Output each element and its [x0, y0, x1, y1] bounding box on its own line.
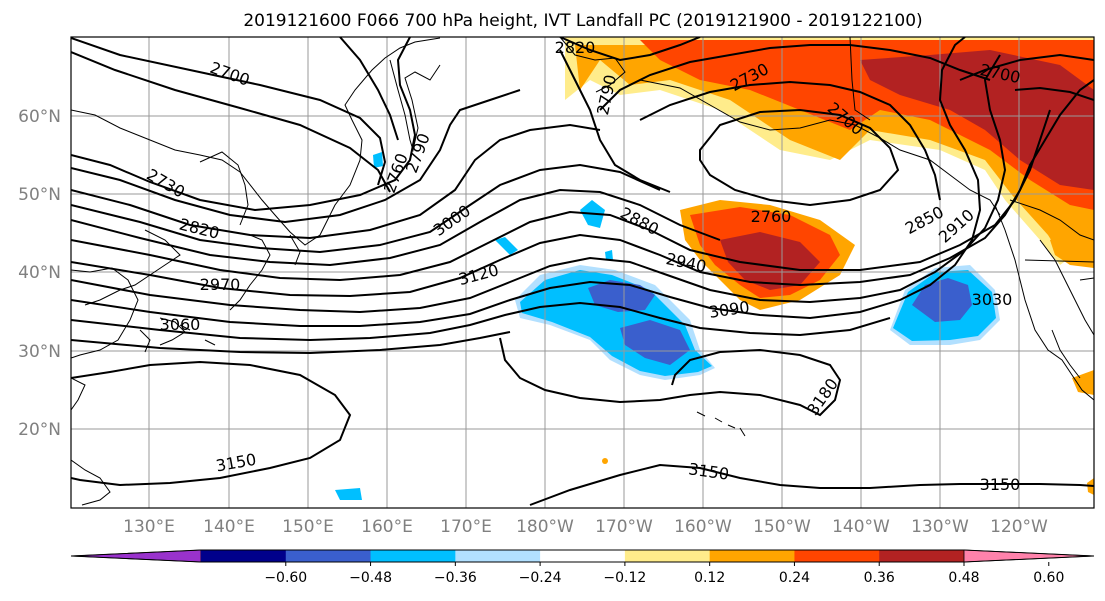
- colorbar-extend-high: [963, 549, 1095, 563]
- lat-label: 50°N: [18, 185, 61, 205]
- lon-label: 160°W: [674, 517, 732, 537]
- contour-label: 3150: [980, 475, 1021, 494]
- height-contours: [71, 37, 1094, 506]
- contour-label: 2820: [555, 38, 596, 57]
- colorbar-tick-label: 0.24: [779, 570, 810, 586]
- colorbar-segment: [794, 550, 880, 562]
- lon-label: 150°E: [282, 517, 334, 537]
- lon-label: 160°E: [361, 517, 413, 537]
- lon-label: 140°E: [203, 517, 255, 537]
- colorbar-tick-label: −0.60: [264, 570, 307, 586]
- lon-label: 170°W: [595, 517, 653, 537]
- colorbar-tick-label: 0.36: [864, 570, 895, 586]
- contour-label: 3060: [160, 315, 201, 334]
- longitude-labels: 130°E 140°E 150°E 160°E 170°E 180°W 170°…: [123, 517, 1048, 537]
- colorbar-extend-low: [70, 549, 202, 563]
- colorbar-segment: [201, 550, 287, 562]
- lat-label: 20°N: [18, 420, 61, 440]
- colorbar-outline: [70, 549, 1095, 563]
- lat-label: 40°N: [18, 263, 61, 283]
- map-frame: [70, 36, 1095, 509]
- colorbar-segment: [285, 550, 372, 562]
- contour-label: 3030: [972, 290, 1013, 309]
- lon-label: 120°W: [990, 517, 1048, 537]
- contour-label: 2970: [200, 275, 241, 294]
- lon-label: 140°W: [832, 517, 890, 537]
- colorbar: −0.60 −0.48 −0.36 −0.24 −0.12 0.12 0.24 0.36 0.4…: [70, 549, 1095, 586]
- colorbar-segment: [624, 550, 711, 562]
- lon-label: 130°E: [123, 517, 175, 537]
- colorbar-tick-label: 0.60: [1033, 570, 1064, 586]
- latitude-labels: 60°N 50°N 40°N 30°N 20°N: [18, 107, 61, 440]
- colorbar-tick-label: −0.36: [434, 570, 477, 586]
- colorbar-tick-label: −0.12: [603, 570, 646, 586]
- lat-label: 30°N: [18, 342, 61, 362]
- colorbar-segment: [879, 550, 965, 562]
- lat-label: 60°N: [18, 107, 61, 127]
- colorbar-segment: [709, 550, 795, 562]
- lon-label: 130°W: [911, 517, 969, 537]
- lon-label: 170°E: [440, 517, 492, 537]
- ivt-positive-shading: [565, 37, 1094, 495]
- colorbar-tick-label: −0.48: [349, 570, 392, 586]
- colorbar-tick-label: 0.12: [694, 570, 725, 586]
- colorbar-tick-label: −0.24: [519, 570, 562, 586]
- map-title: 2019121600 F066 700 hPa height, IVT Land…: [243, 11, 922, 31]
- colorbar-tick-label: 0.48: [948, 570, 979, 586]
- colorbar-segment: [540, 550, 626, 562]
- colorbar-segment: [370, 550, 456, 562]
- lon-label: 180°W: [516, 517, 574, 537]
- contour-label: 2760: [751, 207, 792, 226]
- map-panel: 2700 2820 2790 2730 2700 2700 2730 2820 …: [70, 36, 1095, 509]
- lon-label: 150°W: [753, 517, 811, 537]
- colorbar-segment: [455, 550, 541, 562]
